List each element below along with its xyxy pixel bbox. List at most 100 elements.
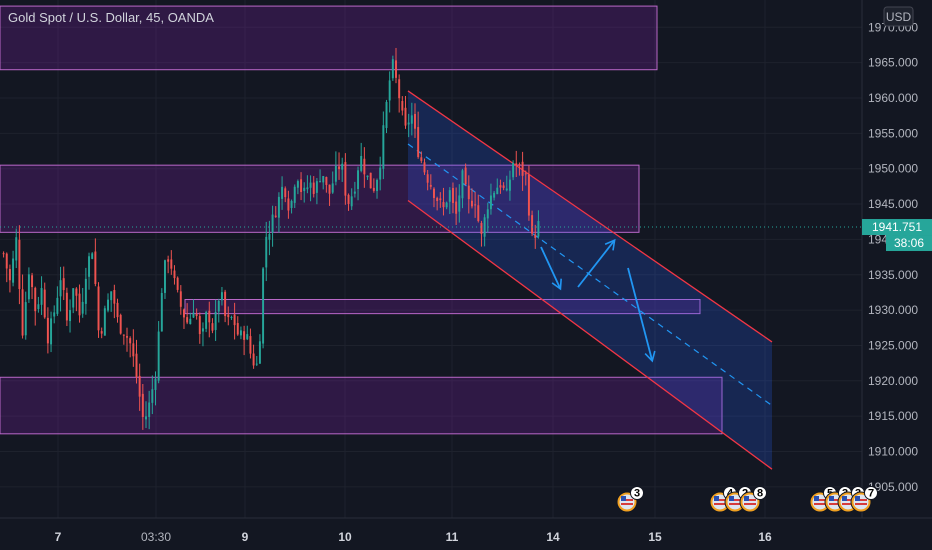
candle-body (508, 179, 511, 191)
candle-body (369, 172, 372, 189)
flag-stripe (621, 499, 633, 501)
last-price-badge (862, 219, 932, 236)
candle-body (464, 167, 467, 185)
candle-body (496, 187, 499, 195)
candle-body (236, 323, 239, 335)
candle-body (404, 107, 407, 126)
candle-body (126, 336, 128, 338)
candle-body (445, 202, 448, 208)
projection-arrows (540, 238, 656, 363)
candle-body (148, 402, 151, 417)
candle-body (72, 288, 75, 308)
candle-body (211, 323, 214, 331)
candle-body (470, 200, 473, 207)
candle-body (290, 200, 293, 208)
candle-body (512, 162, 515, 178)
candle-body (46, 317, 49, 344)
price-tick-label: 1950.000 (868, 162, 918, 176)
candle-body (239, 330, 242, 336)
candle-body (227, 314, 230, 318)
candle-body (388, 80, 391, 101)
candle-body (198, 316, 201, 335)
candle-body (100, 331, 103, 334)
price-tick-label: 1935.000 (868, 268, 918, 282)
candle-body (265, 236, 268, 268)
candle-body (2, 253, 5, 255)
candle-body (531, 215, 534, 234)
flag-canton (842, 496, 847, 501)
candle-body (426, 174, 429, 183)
candle-body (243, 331, 246, 340)
flag-canton (744, 496, 749, 501)
candle-body (91, 253, 94, 259)
candle-body (429, 184, 432, 187)
candle-body (189, 318, 192, 325)
candle-body (344, 162, 347, 196)
candle-body (448, 190, 451, 202)
event-count-badge (753, 486, 767, 500)
candle-body (325, 177, 328, 185)
candle-body (350, 196, 353, 207)
candle-body (385, 101, 388, 128)
price-tick-label: 1965.000 (868, 56, 918, 70)
candle-body (277, 196, 280, 218)
candle-body (103, 308, 106, 336)
candle-body (461, 170, 464, 199)
candle-body (62, 278, 65, 291)
candle-body (401, 101, 404, 111)
candle-body (414, 113, 416, 129)
economic-events[interactable]: 34285337 (616, 486, 878, 513)
candle-body (518, 164, 521, 166)
candle-body (34, 287, 37, 312)
candle-body (81, 301, 84, 314)
candle-body (78, 293, 81, 316)
candle-body (436, 197, 439, 201)
candle-body (195, 313, 198, 317)
currency-label: USD (886, 10, 912, 24)
flag-canton (829, 496, 834, 501)
candle-body (433, 188, 435, 198)
candle-body (116, 302, 119, 318)
candle-body (69, 310, 72, 322)
price-tick-label: 1905.000 (868, 480, 918, 494)
time-tick-label: 9 (242, 530, 249, 544)
flag-stripe (814, 499, 826, 501)
candle-body (328, 184, 331, 194)
candle-body (179, 291, 182, 307)
candle-body (84, 278, 87, 304)
candle-body (205, 312, 208, 329)
candle-body (357, 170, 360, 190)
event-count-label: 3 (634, 488, 640, 500)
candle-body (107, 299, 109, 311)
candle-body (395, 60, 397, 78)
candle-body (132, 343, 135, 357)
candle-body (366, 175, 369, 178)
candle-body (201, 328, 204, 332)
event-count-label: 7 (868, 488, 874, 500)
candle-body (173, 270, 176, 279)
candle-body (50, 318, 53, 345)
channel-midline (407, 143, 773, 407)
time-axis[interactable]: 7 03:30 9 10 11 14 15 16 (55, 530, 772, 544)
flag-stripe (729, 499, 741, 501)
flag-stripe (729, 503, 741, 505)
price-axis[interactable]: 1970.0001965.0001960.0001955.0001950.000… (868, 20, 918, 494)
candle-body (56, 297, 59, 314)
candle-body (122, 334, 125, 336)
candle-body (417, 127, 420, 157)
candle-body (284, 188, 287, 198)
flag-stripe (842, 499, 854, 501)
candle-body (94, 251, 97, 284)
candle-body (268, 233, 271, 240)
candle-body (170, 259, 173, 269)
currency-button[interactable] (883, 6, 914, 27)
candle-body (315, 181, 318, 193)
event-count-label: 8 (757, 488, 763, 500)
candle-body (296, 181, 299, 188)
candle-body (309, 182, 312, 188)
candle-body (224, 291, 227, 317)
candle-body (5, 253, 8, 269)
candle-body (442, 202, 445, 208)
candle-body (287, 198, 290, 211)
